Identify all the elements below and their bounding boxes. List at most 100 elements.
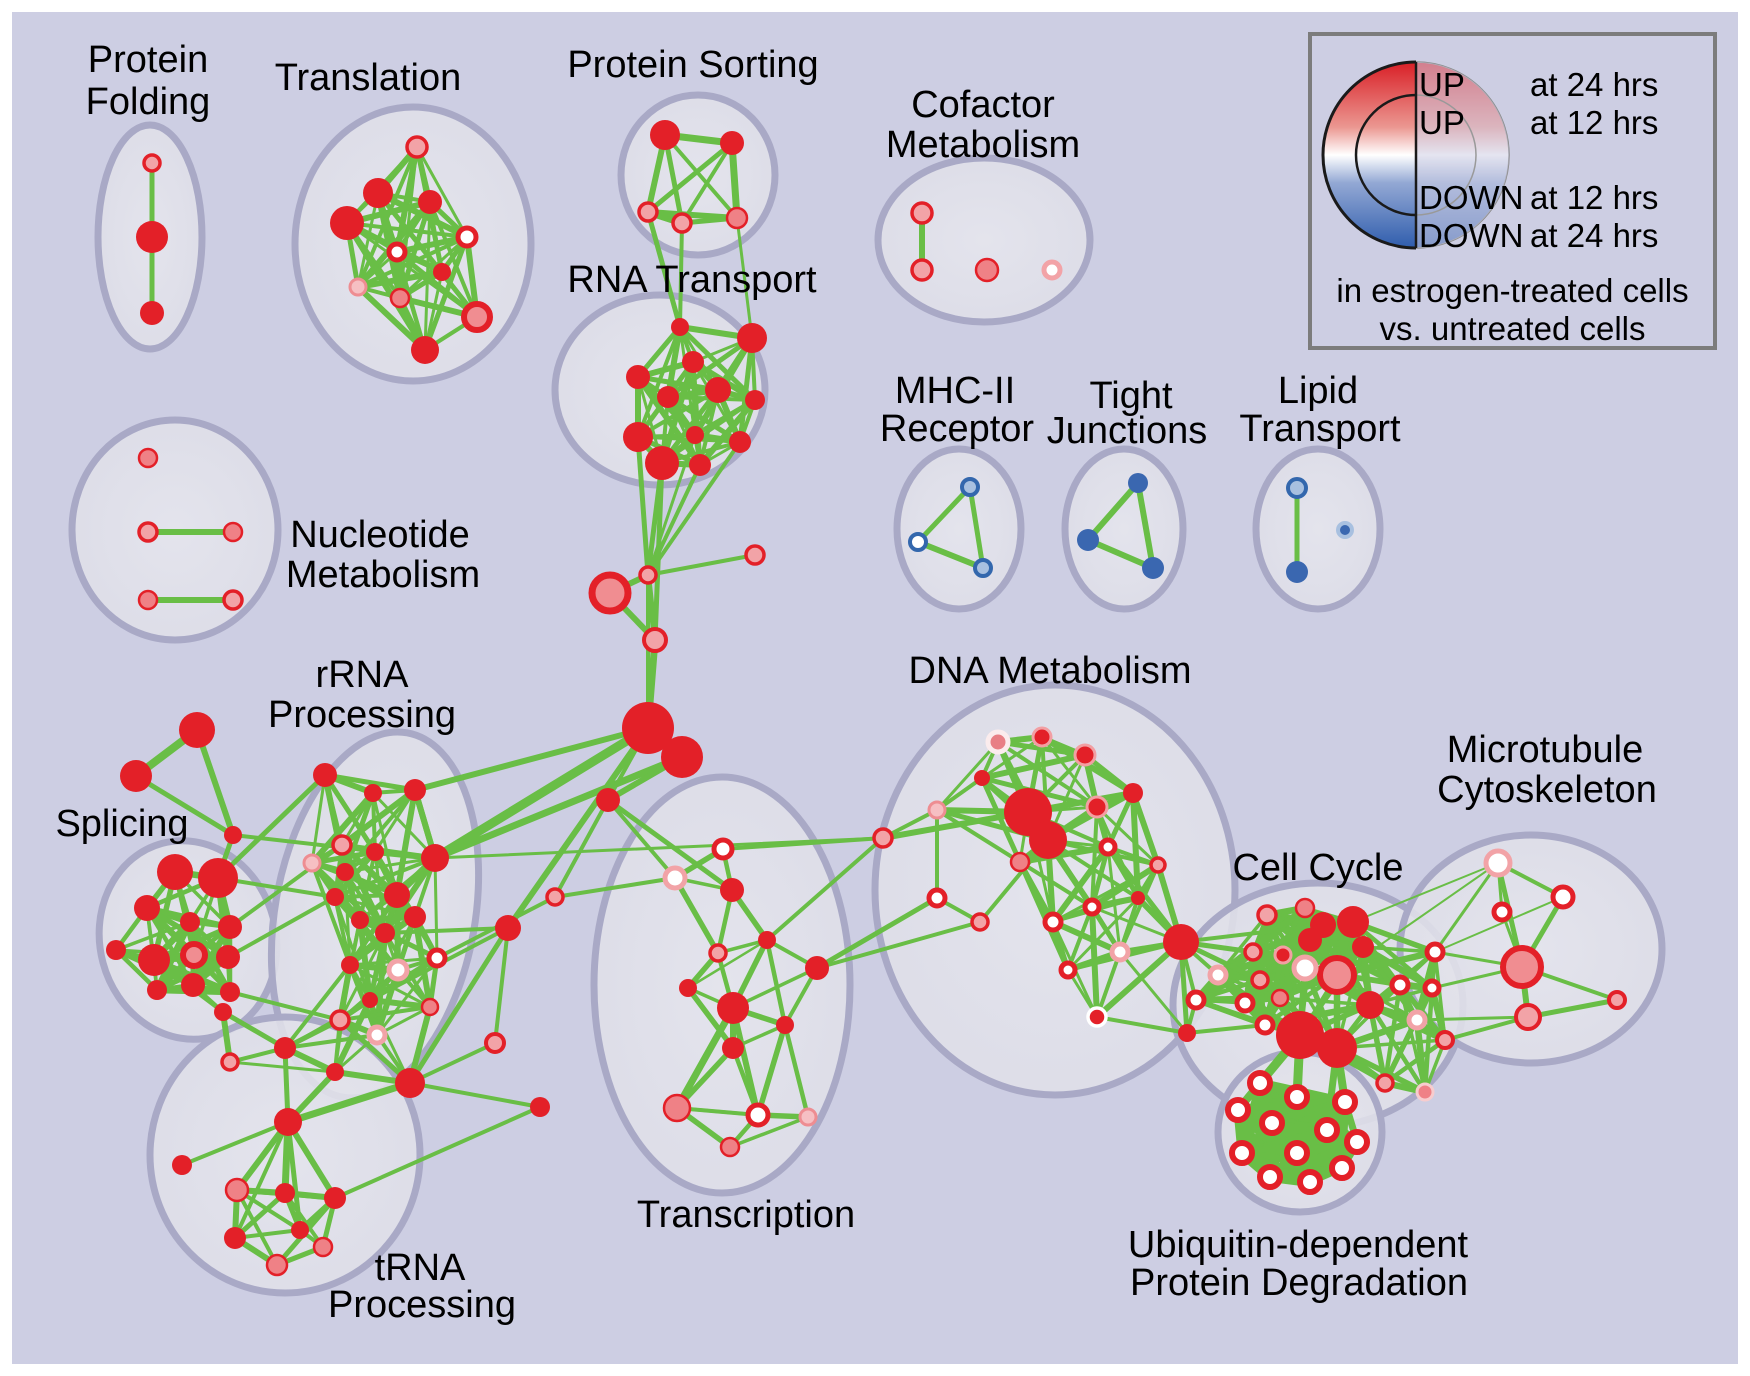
node-cc-12[interactable] — [1270, 988, 1290, 1008]
node-cn-9[interactable] — [926, 887, 948, 909]
node-tc-4[interactable] — [708, 943, 728, 963]
node-rr-9[interactable] — [351, 911, 369, 929]
node-sp-10[interactable] — [147, 980, 167, 1000]
node-cn-8[interactable] — [872, 827, 894, 849]
node-nm-2[interactable] — [222, 521, 244, 543]
node-dm-8[interactable] — [1123, 783, 1143, 803]
node-dm-17[interactable] — [1086, 1006, 1108, 1028]
node-cn-5[interactable] — [661, 736, 703, 778]
node-rr-22[interactable] — [214, 1003, 232, 1021]
node-mhc-1[interactable] — [908, 532, 928, 552]
node-rr-24[interactable] — [395, 1068, 425, 1098]
node-tr-9[interactable] — [461, 301, 493, 333]
node-pf-0[interactable] — [142, 153, 162, 173]
node-cc-4[interactable] — [1298, 928, 1322, 952]
node-sp-5[interactable] — [106, 940, 126, 960]
node-rr-11[interactable] — [421, 844, 449, 872]
node-lt-1[interactable] — [1286, 561, 1308, 583]
node-ps-1[interactable] — [720, 131, 744, 155]
node-tj-1[interactable] — [1077, 529, 1099, 551]
node-tr-5[interactable] — [386, 241, 408, 263]
node-nm-0[interactable] — [137, 447, 159, 469]
node-dm-14[interactable] — [1109, 941, 1131, 963]
node-dm-3[interactable] — [974, 770, 990, 786]
node-ub-10[interactable] — [1257, 1164, 1283, 1190]
node-cn-3[interactable] — [642, 627, 668, 653]
node-rr-21[interactable] — [326, 1063, 344, 1081]
node-mt-2[interactable] — [1491, 901, 1513, 923]
node-rr-7[interactable] — [384, 882, 410, 908]
node-rr-0[interactable] — [313, 763, 337, 787]
node-tj-2[interactable] — [1142, 557, 1164, 579]
node-rr-12[interactable] — [404, 906, 426, 928]
node-rr-19[interactable] — [366, 1024, 388, 1046]
node-tr-3[interactable] — [330, 206, 364, 240]
node-dm-19[interactable] — [1009, 851, 1031, 873]
node-tn-7[interactable] — [265, 1253, 289, 1277]
node-rt-2[interactable] — [626, 365, 650, 389]
node-dm-18[interactable] — [1178, 1024, 1196, 1042]
node-cn-12[interactable] — [484, 1032, 506, 1054]
node-tc-3[interactable] — [758, 931, 776, 949]
node-tc-6[interactable] — [717, 992, 749, 1024]
node-tn-5[interactable] — [224, 1227, 246, 1249]
node-ub-6[interactable] — [1344, 1129, 1370, 1155]
node-cn-2[interactable] — [744, 544, 766, 566]
node-dm-0[interactable] — [985, 729, 1011, 755]
node-cn-7[interactable] — [545, 887, 565, 907]
node-lt-0[interactable] — [1286, 477, 1308, 499]
node-cn-6[interactable] — [596, 788, 620, 812]
node-cc-14[interactable] — [1276, 1011, 1324, 1059]
node-rr-5[interactable] — [336, 863, 354, 881]
node-cc-9[interactable] — [1273, 945, 1293, 965]
node-nm-3[interactable] — [137, 589, 159, 611]
node-ub-9[interactable] — [1329, 1155, 1355, 1181]
node-dm-10[interactable] — [1098, 837, 1118, 857]
node-ps-2[interactable] — [637, 201, 659, 223]
node-cc-1[interactable] — [1294, 897, 1316, 919]
node-cc-7[interactable] — [1291, 954, 1319, 982]
node-rt-3[interactable] — [682, 351, 704, 373]
node-cc-15[interactable] — [1317, 1028, 1357, 1068]
node-cm-1[interactable] — [910, 258, 934, 282]
node-cn-14[interactable] — [179, 712, 215, 748]
node-pf-2[interactable] — [140, 301, 164, 325]
node-mt-5[interactable] — [1607, 990, 1627, 1010]
node-mt-1[interactable] — [1550, 884, 1576, 910]
node-pf-1[interactable] — [136, 221, 168, 253]
node-tr-4[interactable] — [455, 225, 479, 249]
node-rt-6[interactable] — [745, 390, 765, 410]
node-dm-2[interactable] — [1073, 743, 1097, 767]
node-cc-19[interactable] — [1424, 941, 1446, 963]
node-cc-23[interactable] — [1415, 1082, 1435, 1102]
node-cm-0[interactable] — [910, 201, 934, 225]
node-rt-8[interactable] — [686, 426, 704, 444]
node-tc-13[interactable] — [805, 956, 829, 980]
node-dm-15[interactable] — [1058, 960, 1078, 980]
node-tn-4[interactable] — [324, 1187, 346, 1209]
node-mt-0[interactable] — [1483, 848, 1513, 878]
node-cc-25[interactable] — [1185, 989, 1207, 1011]
node-cc-18[interactable] — [1406, 1009, 1428, 1031]
node-tr-7[interactable] — [348, 277, 368, 297]
node-rt-1[interactable] — [737, 323, 767, 353]
node-rt-9[interactable] — [729, 431, 751, 453]
node-ub-8[interactable] — [1284, 1140, 1310, 1166]
node-cm-2[interactable] — [974, 257, 1000, 283]
node-sp-8[interactable] — [216, 945, 240, 969]
node-ps-3[interactable] — [671, 212, 693, 234]
node-tn-3[interactable] — [275, 1183, 295, 1203]
node-cc-10[interactable] — [1250, 970, 1270, 990]
node-ub-1[interactable] — [1284, 1084, 1310, 1110]
node-ps-4[interactable] — [725, 206, 749, 230]
node-cc-0[interactable] — [1256, 904, 1278, 926]
node-tc-2[interactable] — [720, 878, 744, 902]
node-tc-10[interactable] — [745, 1102, 771, 1128]
node-tr-6[interactable] — [433, 263, 451, 281]
node-rr-1[interactable] — [364, 784, 382, 802]
node-nm-4[interactable] — [222, 589, 244, 611]
node-sp-11[interactable] — [220, 982, 240, 1002]
node-cc-20[interactable] — [1422, 978, 1442, 998]
node-tc-9[interactable] — [662, 1093, 692, 1123]
node-rt-0[interactable] — [671, 318, 689, 336]
